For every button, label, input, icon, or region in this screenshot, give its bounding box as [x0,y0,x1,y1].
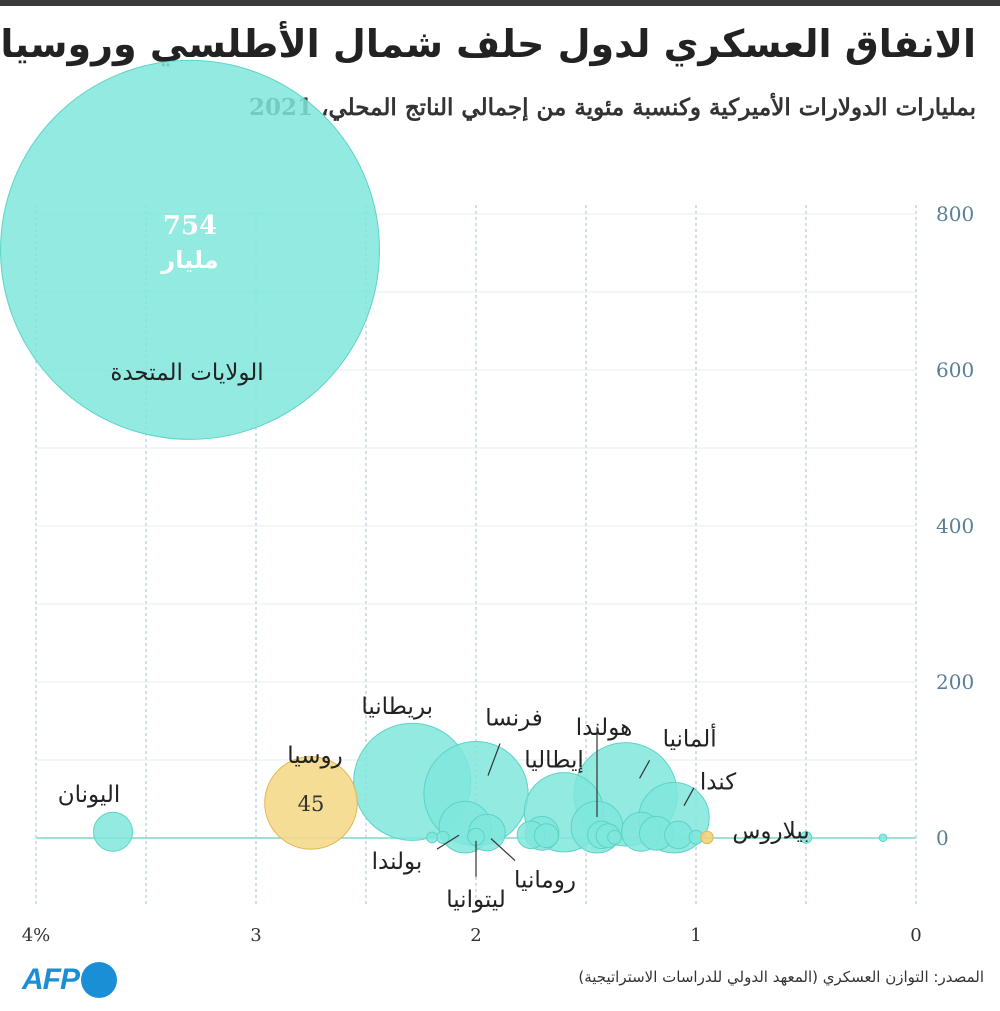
country-label: إيطاليا [524,747,584,773]
country-label: رومانيا [514,868,576,894]
country-label: فرنسا [485,706,543,732]
bubble-point [436,830,450,845]
bubble-value-label: 45 [298,792,325,816]
bubble-point [700,830,714,845]
afp-logo-dot-icon [81,962,117,998]
y-tick-label: 0 [936,826,949,850]
x-tick-label: 3 [250,925,261,946]
source-note: المصدر: التوازن العسكري (المعهد الدولي ل… [578,968,984,986]
leader-line [487,743,501,776]
leader-line [436,834,460,850]
country-label: بولندا [372,849,423,875]
country-label: اليونان [58,782,121,808]
leader-line [683,787,695,807]
country-label: ألمانيا [663,723,717,752]
country-label: بيلاروس [732,818,809,844]
y-tick-label: 400 [936,514,974,538]
x-tick-label: 4% [22,925,51,946]
bubble-point [878,833,888,843]
country-label: بريطانيا [361,694,433,720]
afp-logo-text: AFP [22,963,80,996]
leader-line [490,838,516,861]
bubble-point [664,820,693,850]
us-unit-label: مليار [160,246,218,274]
y-tick-label: 200 [936,670,974,694]
leader-line [639,760,651,779]
us-value-label: 754 [163,211,217,241]
country-label: روسيا [287,743,342,769]
x-tick-label: 1 [690,925,701,946]
chart-title: الانفاق العسكري لدول حلف شمال الأطلسي ور… [0,22,976,66]
afp-logo: AFP [22,960,117,1000]
bubble-point [92,811,134,852]
bubble-point [0,59,380,440]
country-label: الولايات المتحدة [110,360,263,386]
country-label: ليتوانيا [446,887,506,913]
bubble-point [264,756,358,850]
country-label: هولندا [576,715,632,741]
top-rule [0,0,1000,6]
bubble-point [426,831,438,844]
country-label: كندا [700,770,736,796]
x-tick-label: 2 [470,925,481,946]
y-tick-label: 800 [936,202,974,226]
bubble-point [799,831,813,844]
bubble-point [533,823,559,849]
x-tick-label: 0 [910,925,921,946]
y-tick-label: 600 [936,358,974,382]
bubble-point [607,829,622,845]
